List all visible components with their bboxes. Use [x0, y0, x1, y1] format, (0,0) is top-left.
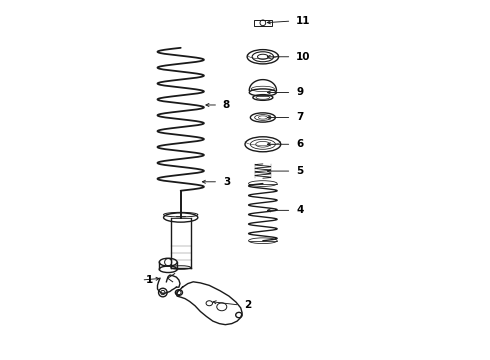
Text: 5: 5	[296, 166, 303, 176]
Text: 2: 2	[245, 300, 251, 310]
Text: 8: 8	[223, 100, 230, 110]
Text: 11: 11	[296, 16, 311, 26]
Text: 1: 1	[146, 275, 153, 285]
Text: 4: 4	[296, 205, 303, 215]
Text: 3: 3	[223, 177, 230, 187]
Text: 6: 6	[296, 139, 303, 149]
Text: 7: 7	[296, 112, 303, 122]
Text: 10: 10	[296, 52, 311, 62]
Text: 9: 9	[296, 87, 303, 98]
